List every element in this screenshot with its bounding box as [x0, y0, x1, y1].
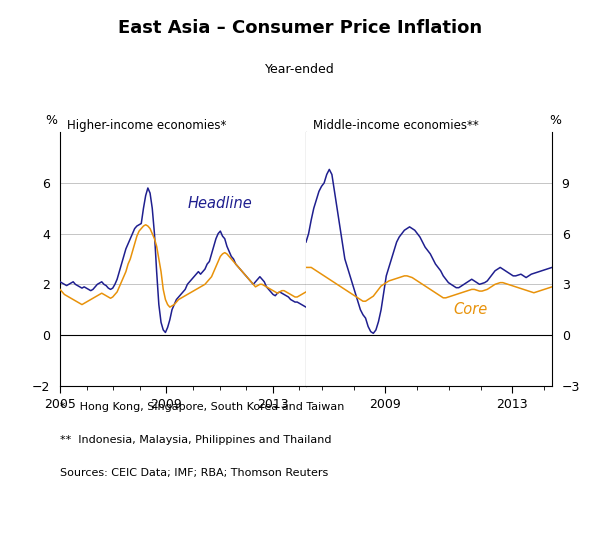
- Text: *    Hong Kong, Singapore, South Korea and Taiwan: * Hong Kong, Singapore, South Korea and …: [60, 402, 344, 412]
- Text: %: %: [45, 114, 57, 127]
- Text: %: %: [549, 114, 561, 127]
- Text: Year-ended: Year-ended: [265, 63, 335, 77]
- Text: Headline: Headline: [188, 196, 253, 210]
- Text: Core: Core: [454, 302, 488, 317]
- Text: East Asia – Consumer Price Inflation: East Asia – Consumer Price Inflation: [118, 19, 482, 37]
- Text: Sources: CEIC Data; IMF; RBA; Thomson Reuters: Sources: CEIC Data; IMF; RBA; Thomson Re…: [60, 468, 328, 478]
- Text: Middle-income economies**: Middle-income economies**: [313, 119, 479, 132]
- Text: **  Indonesia, Malaysia, Philippines and Thailand: ** Indonesia, Malaysia, Philippines and …: [60, 435, 331, 445]
- Text: Higher-income economies*: Higher-income economies*: [67, 119, 227, 132]
